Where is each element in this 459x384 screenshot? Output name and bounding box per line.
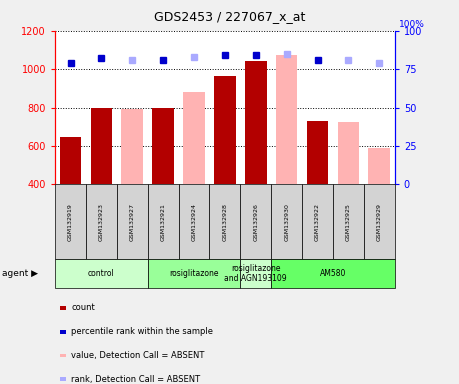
Text: GSM132921: GSM132921 xyxy=(161,203,166,241)
Text: 100%: 100% xyxy=(399,20,425,29)
Bar xyxy=(122,109,143,184)
Text: count: count xyxy=(71,303,95,312)
Text: rank, Detection Call = ABSENT: rank, Detection Call = ABSENT xyxy=(71,375,200,384)
Text: control: control xyxy=(88,269,115,278)
Bar xyxy=(152,108,174,184)
Text: rosiglitazone: rosiglitazone xyxy=(169,269,219,278)
Bar xyxy=(276,55,297,184)
Text: GDS2453 / 227067_x_at: GDS2453 / 227067_x_at xyxy=(154,10,305,23)
Text: rosiglitazone
and AGN193109: rosiglitazone and AGN193109 xyxy=(224,264,287,283)
Text: GSM132926: GSM132926 xyxy=(253,203,258,241)
Bar xyxy=(183,92,205,184)
Text: AM580: AM580 xyxy=(320,269,346,278)
Bar xyxy=(90,108,112,184)
Text: value, Detection Call = ABSENT: value, Detection Call = ABSENT xyxy=(71,351,205,360)
Text: GSM132923: GSM132923 xyxy=(99,203,104,241)
Text: GSM132922: GSM132922 xyxy=(315,203,320,241)
Text: percentile rank within the sample: percentile rank within the sample xyxy=(71,327,213,336)
Bar xyxy=(307,121,328,184)
Bar xyxy=(214,76,236,184)
Text: GSM132930: GSM132930 xyxy=(284,203,289,241)
Text: GSM132919: GSM132919 xyxy=(68,203,73,241)
Bar xyxy=(60,137,81,184)
Text: GSM132929: GSM132929 xyxy=(377,203,382,241)
Text: GSM132927: GSM132927 xyxy=(130,203,135,241)
Text: GSM132925: GSM132925 xyxy=(346,203,351,241)
Bar xyxy=(369,148,390,184)
Text: GSM132928: GSM132928 xyxy=(223,203,227,241)
Text: agent ▶: agent ▶ xyxy=(2,269,38,278)
Bar xyxy=(245,61,267,184)
Bar xyxy=(338,122,359,184)
Text: GSM132924: GSM132924 xyxy=(191,203,196,241)
